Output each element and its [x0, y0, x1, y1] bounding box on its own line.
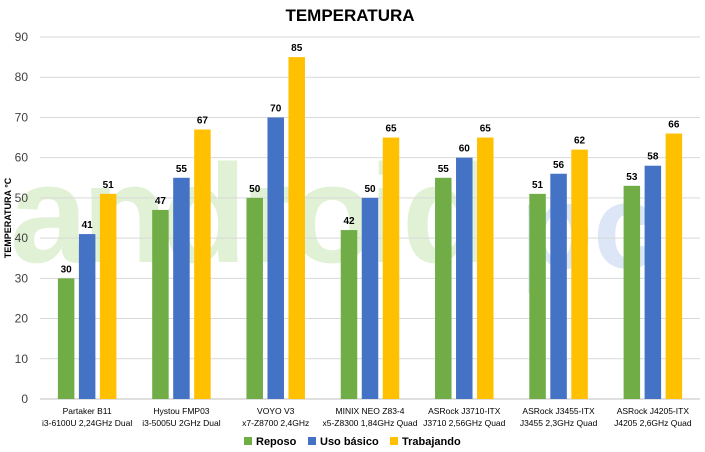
bar-trabajando	[194, 129, 211, 399]
x-tick-label-line2: x7-Z8700 2,4GHz	[242, 418, 309, 428]
y-tick-label: 70	[15, 110, 29, 124]
data-label: 58	[647, 152, 659, 163]
data-label: 50	[364, 184, 376, 195]
legend-label: Uso básico	[320, 436, 379, 448]
y-tick-labels: 0 10 20 30 40 50 60 70 80 90	[15, 30, 29, 406]
x-tick-label-line2: J4205 2,6GHz Quad	[614, 418, 692, 428]
x-tick-label-line1: ASRock J4205-ITX	[617, 406, 690, 416]
data-label: 51	[532, 180, 544, 191]
bars	[57, 57, 683, 400]
bar-reposo	[57, 278, 75, 399]
y-tick-label: 20	[15, 312, 29, 326]
bar-reposo	[152, 209, 169, 399]
data-label: 56	[553, 160, 565, 171]
chart-title: TEMPERATURA	[285, 6, 414, 25]
x-tick-label-line1: Partaker B11	[63, 406, 112, 416]
data-label: 47	[155, 196, 167, 207]
x-tick-label-line1: ASRock J3710-ITX	[428, 406, 501, 416]
bar-trabajando	[382, 137, 400, 400]
bar-trabajando	[571, 149, 588, 399]
bar-reposo	[246, 197, 263, 399]
data-label: 51	[103, 180, 115, 191]
y-axis-label: TEMPERATURA °C	[3, 177, 13, 258]
legend-label: Trabajando	[402, 436, 461, 448]
y-tick-label: 0	[21, 392, 28, 406]
bar-uso-básico	[173, 177, 190, 399]
data-label: 85	[291, 43, 303, 54]
x-tick-label-line2: J3455 2,3GHz Quad	[520, 418, 598, 428]
y-tick-label: 50	[15, 191, 29, 205]
y-tick-label: 40	[15, 231, 29, 245]
bar-uso-básico	[456, 157, 473, 399]
bar-reposo	[623, 185, 641, 399]
bar-uso-básico	[644, 165, 662, 399]
x-tick-label-line1: MINIX NEO Z83-4	[336, 406, 405, 416]
x-tick-label-line2: i3-6100U 2,24GHz Dual	[42, 418, 132, 428]
x-tick-label-line2: J3710 2,56GHz Quad	[423, 418, 505, 428]
y-tick-label: 10	[15, 352, 29, 366]
legend-label: Reposo	[256, 436, 297, 448]
y-tick-label: 60	[15, 151, 29, 165]
x-tick-label-line2: x5-Z8300 1,84GHz Quad	[323, 418, 418, 428]
data-label: 55	[438, 164, 450, 175]
data-label: 30	[61, 264, 73, 275]
bar-uso-básico	[267, 117, 284, 399]
bar-uso-básico	[78, 234, 96, 399]
x-tick-label-line2: i3-5005U 2GHz Dual	[142, 418, 221, 428]
y-tick-label: 30	[15, 271, 29, 285]
data-label: 55	[176, 164, 188, 175]
data-label: 65	[385, 124, 397, 135]
bar-uso-básico	[550, 173, 567, 399]
data-label: 65	[480, 124, 492, 135]
data-label: 50	[249, 184, 261, 195]
data-label: 60	[459, 144, 471, 155]
data-label: 70	[270, 103, 282, 114]
bar-trabajando	[288, 57, 305, 399]
data-labels: 30 41 51 47 55 67 50 70 85 42 50 65 55 60 65 51 56 62 53 58…	[61, 43, 680, 275]
legend: Reposo Uso básico Trabajando	[244, 436, 461, 448]
x-tick-labels: Partaker B11 i3-6100U 2,24GHz Dual Hystou …	[42, 406, 692, 428]
legend-swatch	[390, 437, 398, 445]
data-label: 53	[626, 172, 638, 183]
bar-uso-básico	[361, 197, 379, 399]
data-label: 41	[82, 220, 94, 231]
bar-trabajando	[477, 137, 494, 400]
legend-swatch	[308, 437, 316, 445]
bar-reposo	[529, 193, 546, 399]
bar-reposo	[340, 230, 358, 399]
data-label: 67	[197, 116, 209, 127]
y-tick-label: 90	[15, 30, 29, 44]
bar-trabajando	[99, 193, 117, 399]
legend-swatch	[244, 437, 252, 445]
bar-reposo	[435, 177, 452, 399]
bar-trabajando	[665, 133, 683, 400]
x-tick-label-line1: ASRock J3455-ITX	[522, 406, 595, 416]
data-label: 42	[343, 216, 355, 227]
data-label: 62	[574, 136, 586, 147]
data-label: 66	[668, 120, 680, 131]
x-tick-label-line1: VOYO V3	[257, 406, 295, 416]
x-tick-label-line1: Hystou FMP03	[153, 406, 209, 416]
y-tick-label: 80	[15, 70, 29, 84]
